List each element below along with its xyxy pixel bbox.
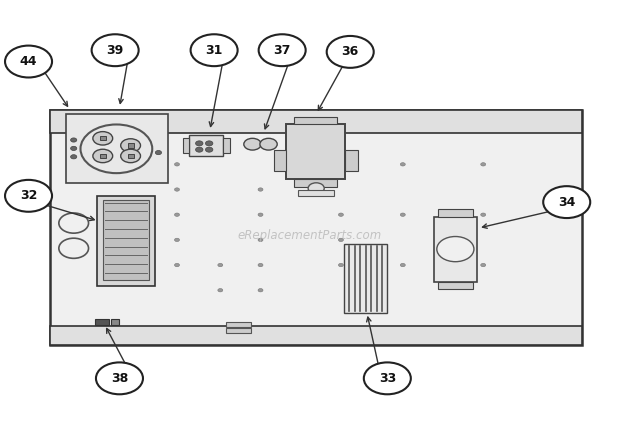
Circle shape: [401, 213, 405, 216]
Circle shape: [205, 141, 213, 146]
Circle shape: [258, 288, 263, 292]
Circle shape: [93, 132, 113, 145]
Circle shape: [92, 34, 139, 66]
Bar: [286, 125, 345, 179]
Bar: [182, 139, 189, 152]
Text: 33: 33: [379, 372, 396, 385]
Circle shape: [5, 180, 52, 212]
Text: eReplacementParts.com: eReplacementParts.com: [238, 229, 382, 242]
Bar: [345, 149, 358, 171]
Bar: [189, 135, 223, 156]
Bar: [438, 209, 472, 217]
Circle shape: [339, 264, 343, 267]
Circle shape: [218, 264, 223, 267]
Bar: [50, 110, 582, 133]
Circle shape: [71, 155, 77, 159]
Bar: [294, 117, 337, 125]
Circle shape: [327, 36, 374, 68]
Circle shape: [339, 213, 343, 216]
Bar: [50, 110, 582, 345]
Circle shape: [195, 147, 203, 152]
Circle shape: [437, 237, 474, 262]
Circle shape: [59, 213, 89, 233]
Bar: [50, 326, 582, 345]
Text: 39: 39: [107, 44, 124, 57]
Circle shape: [174, 213, 179, 216]
Bar: [344, 244, 388, 313]
Circle shape: [480, 264, 485, 267]
Text: 38: 38: [111, 372, 128, 385]
Bar: [100, 136, 106, 141]
Text: 44: 44: [20, 55, 37, 68]
Circle shape: [218, 288, 223, 292]
Circle shape: [71, 138, 77, 142]
Circle shape: [174, 188, 179, 191]
Bar: [128, 154, 134, 158]
Text: 36: 36: [342, 45, 359, 59]
Bar: [97, 196, 156, 286]
Circle shape: [244, 139, 261, 150]
Bar: [294, 179, 337, 187]
Text: 32: 32: [20, 189, 37, 203]
Circle shape: [96, 362, 143, 394]
Bar: [226, 328, 251, 333]
Circle shape: [260, 139, 277, 150]
Circle shape: [195, 141, 203, 146]
Circle shape: [543, 186, 590, 218]
Circle shape: [5, 45, 52, 77]
Bar: [95, 319, 109, 325]
Circle shape: [174, 264, 179, 267]
Circle shape: [71, 147, 77, 150]
Bar: [274, 149, 286, 171]
Bar: [128, 144, 134, 147]
Circle shape: [258, 188, 263, 191]
Bar: [66, 114, 168, 183]
Text: 34: 34: [558, 196, 575, 209]
Circle shape: [205, 147, 213, 152]
Circle shape: [480, 213, 485, 216]
Circle shape: [401, 163, 405, 166]
Bar: [223, 139, 230, 152]
Circle shape: [190, 34, 237, 66]
Circle shape: [401, 264, 405, 267]
Circle shape: [174, 163, 179, 166]
Circle shape: [258, 213, 263, 216]
Text: 37: 37: [273, 44, 291, 57]
Circle shape: [308, 183, 324, 194]
Bar: [100, 154, 106, 158]
Bar: [226, 322, 251, 327]
Bar: [111, 319, 120, 325]
Bar: [103, 200, 149, 280]
Bar: [438, 282, 472, 289]
Bar: [298, 190, 334, 196]
Circle shape: [364, 362, 411, 394]
Circle shape: [156, 150, 162, 155]
Circle shape: [259, 34, 306, 66]
Circle shape: [121, 139, 141, 152]
Circle shape: [93, 149, 113, 163]
Circle shape: [480, 163, 485, 166]
Circle shape: [258, 238, 263, 242]
Circle shape: [121, 149, 141, 163]
Circle shape: [339, 238, 343, 242]
Bar: [434, 217, 477, 282]
Text: 31: 31: [205, 44, 223, 57]
Circle shape: [59, 238, 89, 258]
Circle shape: [258, 264, 263, 267]
Circle shape: [174, 238, 179, 242]
